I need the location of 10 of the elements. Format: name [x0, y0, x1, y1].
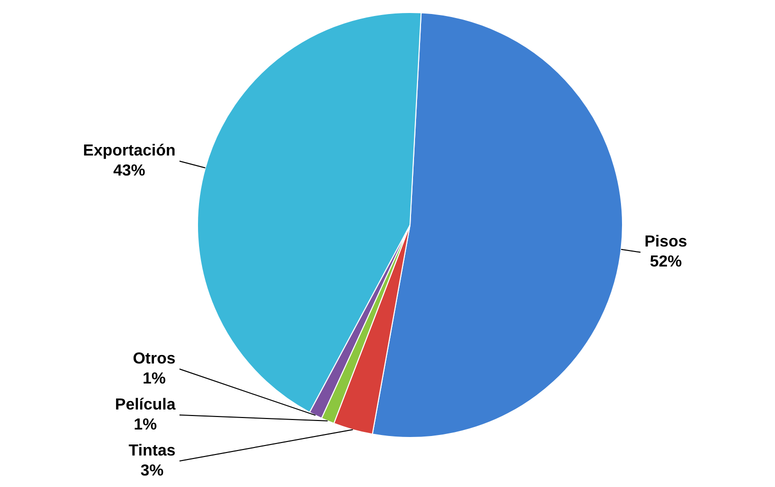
slice-label: Película	[115, 396, 176, 414]
data-label: 3%	[140, 462, 164, 480]
slice-label: Otros	[132, 350, 176, 368]
data-label: 43%	[113, 162, 146, 180]
slice-label: Exportación	[83, 142, 176, 160]
slice-label: Tintas	[128, 442, 176, 460]
data-label: 1%	[142, 370, 166, 388]
slice-label: Pisos	[644, 234, 688, 251]
data-label: 52%	[650, 254, 682, 271]
data-label: 1%	[134, 416, 157, 434]
